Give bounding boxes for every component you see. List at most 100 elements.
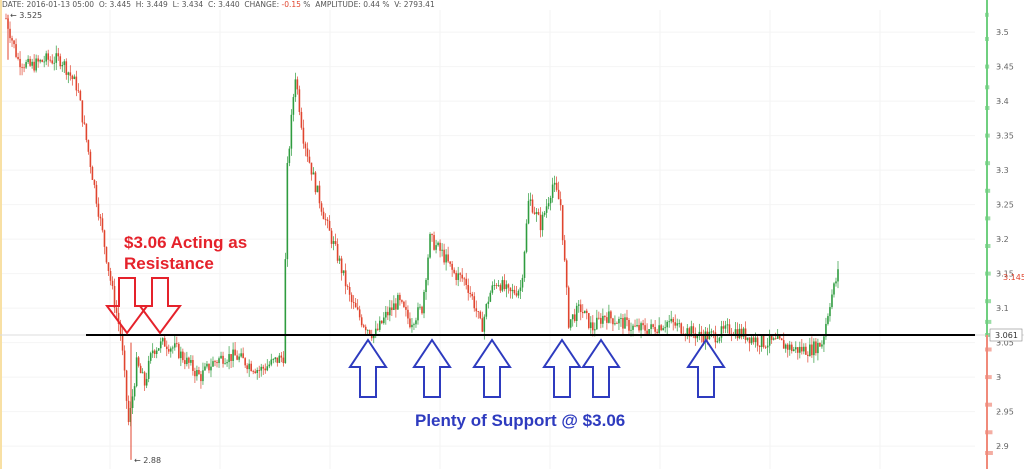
candle-body [149,353,152,361]
candle-body [103,230,106,247]
candle-body [350,294,353,303]
candle-body [115,307,118,313]
candle-body [395,303,397,310]
candle-body [218,358,220,364]
candle-body [431,234,433,236]
candle-body [385,311,387,318]
candle-body [511,289,514,292]
candle-body [471,293,474,297]
resistance-line1: $3.06 Acting as [124,233,248,252]
candle-body [439,242,441,251]
candle-body [109,270,112,281]
candle-body [222,355,224,364]
candle-body [521,277,524,288]
ohlc-header: DATE: 2016-01-13 05:00 O: 3.445 H: 3.449… [2,0,435,9]
candle-body [123,350,126,371]
candle-body [594,329,596,331]
candle-body [298,89,301,112]
candle-body [451,263,453,270]
candle-body [393,303,395,311]
candle-body [557,189,560,200]
candle-body [712,331,715,333]
candle-body [266,366,269,371]
candle-body [37,58,39,62]
candle-body [186,357,188,365]
candle-body [326,219,329,221]
candle-body [288,148,291,163]
candle-body [702,335,705,343]
candle-body [445,254,447,263]
candle-body [477,311,480,313]
support-arrow [542,338,582,398]
amplitude-label: AMPLITUDE: [315,0,361,9]
candle-body [25,62,27,68]
candle-body [650,324,652,330]
candle-body [69,72,72,76]
candle-body [563,240,566,261]
candle-body [606,317,608,323]
candle-body [764,346,767,348]
candle-body [660,325,662,331]
candle-body [666,321,668,328]
candle-body [801,346,803,352]
candle-body [624,317,626,329]
volume-profile-bar [985,333,992,337]
candle-body [364,326,367,331]
candle-body [280,355,283,358]
candle-body [15,44,17,57]
candle-body [224,363,226,365]
y-tick-label: 3.35 [996,132,1014,141]
candle-body [515,293,518,296]
candle-body [324,219,327,220]
candle-body [188,357,190,363]
candle-body [493,284,496,286]
candle-body [198,370,200,375]
candle-body [147,360,150,379]
candle-body [157,348,160,351]
candle-body [746,337,749,340]
candle-body [29,58,31,66]
candle-body [220,355,222,359]
volume-profile-bar [985,299,992,304]
candle-body [270,359,273,365]
candle-body [362,325,365,327]
candle-body [461,274,463,279]
candle-body [196,370,198,377]
candle-body [35,58,37,71]
candle-body [835,281,837,284]
candle-body [831,294,833,308]
candle-body [135,357,138,387]
candle-body [99,216,102,219]
candle-body [575,305,578,322]
candle-body [811,344,813,356]
candle-body [776,336,779,339]
candle-body [598,317,600,319]
candle-body [750,337,753,344]
y-tick-label: 3.1 [996,304,1009,313]
candle-body [87,140,90,152]
candle-body [668,321,670,323]
candle-body [316,185,319,193]
candle-body [117,312,120,324]
candle-body [31,61,33,66]
candle-body [543,212,546,215]
candle-body [389,307,391,316]
amplitude-unit: % [382,0,390,9]
candle-body [19,58,21,68]
candle-body [523,251,526,278]
candle-body [700,331,703,336]
candle-body [555,182,558,190]
candle-body [539,214,542,231]
y-tick-label: 3.25 [996,201,1014,210]
candle-body [622,317,624,329]
candle-body [39,59,41,62]
candle-body [501,280,504,291]
y-axis: 3.5 3.45 3.4 3.35 3.3 3.25 3.2 3.15 3.1 3.05 3 2.95… [996,28,1014,451]
candle-body [312,172,315,175]
candle-body [204,366,206,371]
open-value: 3.445 [109,0,131,9]
candle-body [577,304,580,306]
candle-body [278,355,281,363]
